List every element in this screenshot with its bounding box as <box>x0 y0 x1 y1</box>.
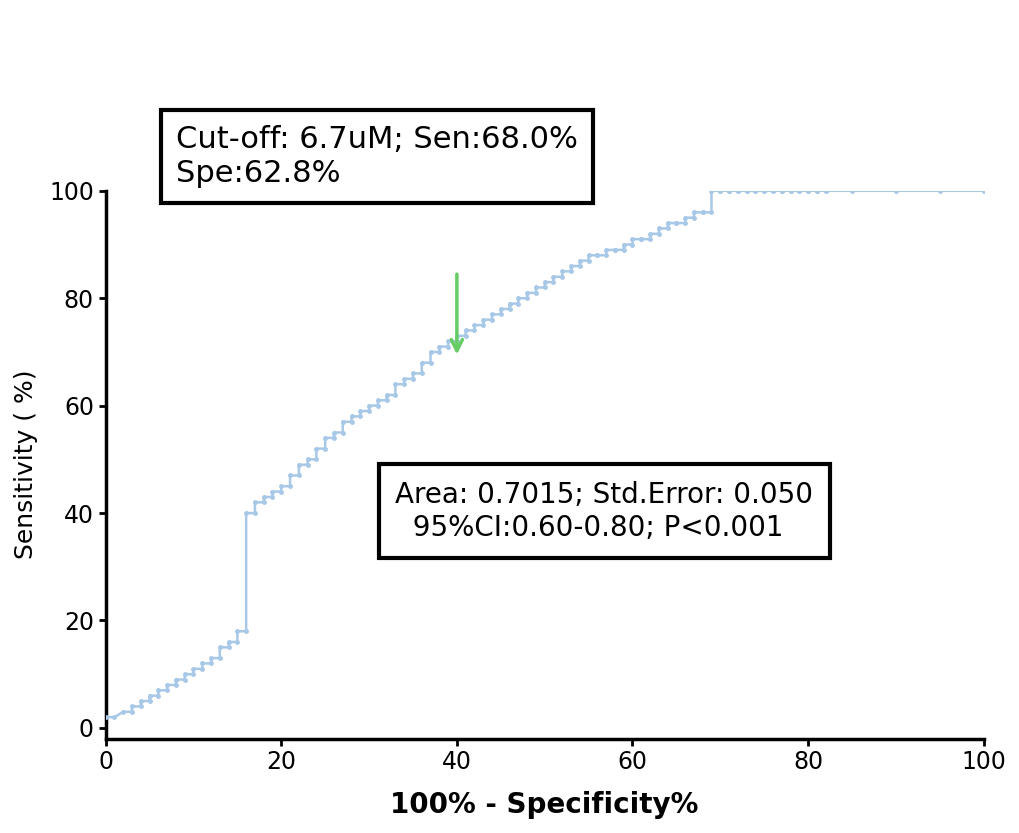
X-axis label: 100% - Specificity%: 100% - Specificity% <box>390 791 698 819</box>
Y-axis label: Sensitivity ( %): Sensitivity ( %) <box>14 370 38 560</box>
Text: Cut-off: 6.7uM; Sen:68.0%
Spe:62.8%: Cut-off: 6.7uM; Sen:68.0% Spe:62.8% <box>175 125 577 187</box>
Text: Area: 0.7015; Std.Error: 0.050
  95%CI:0.60-0.80; P<0.001: Area: 0.7015; Std.Error: 0.050 95%CI:0.6… <box>395 481 812 541</box>
